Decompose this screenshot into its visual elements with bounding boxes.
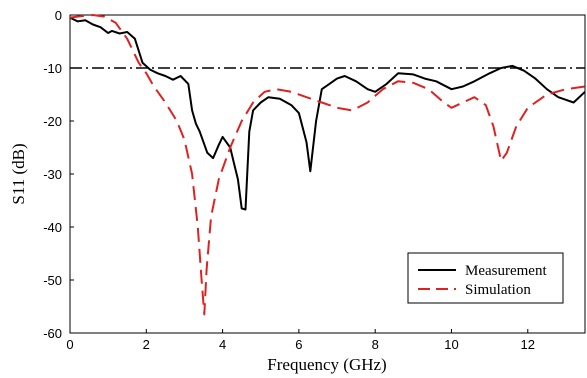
y-tick-label: -60: [43, 326, 62, 341]
x-tick-label: 4: [219, 337, 226, 352]
legend-simulation-label: Simulation: [465, 282, 531, 298]
y-axis-title: S11 (dB): [9, 143, 28, 204]
series-line-measurement: [69, 16, 586, 211]
series-line-simulation: [69, 14, 586, 316]
y-tick-label: -20: [43, 114, 62, 129]
legend-box: [407, 252, 564, 304]
y-tick-label: -40: [43, 220, 62, 235]
x-tick-label: 10: [444, 337, 458, 352]
legend: Measurement Simulation: [407, 252, 564, 304]
x-axis-title: Frequency (GHz): [267, 355, 386, 374]
x-tick-label: 0: [66, 337, 73, 352]
x-tick-label: 12: [521, 337, 535, 352]
y-tick-label: -10: [43, 61, 62, 76]
y-tick-label: -30: [43, 167, 62, 182]
y-tick-label: 0: [55, 8, 62, 23]
y-tick-label: -50: [43, 273, 62, 288]
series-layer: [69, 14, 586, 316]
x-tick-label: 6: [295, 337, 302, 352]
legend-measurement-label: Measurement: [465, 263, 547, 279]
x-tick-label: 8: [372, 337, 379, 352]
x-tick-label: 2: [143, 337, 150, 352]
